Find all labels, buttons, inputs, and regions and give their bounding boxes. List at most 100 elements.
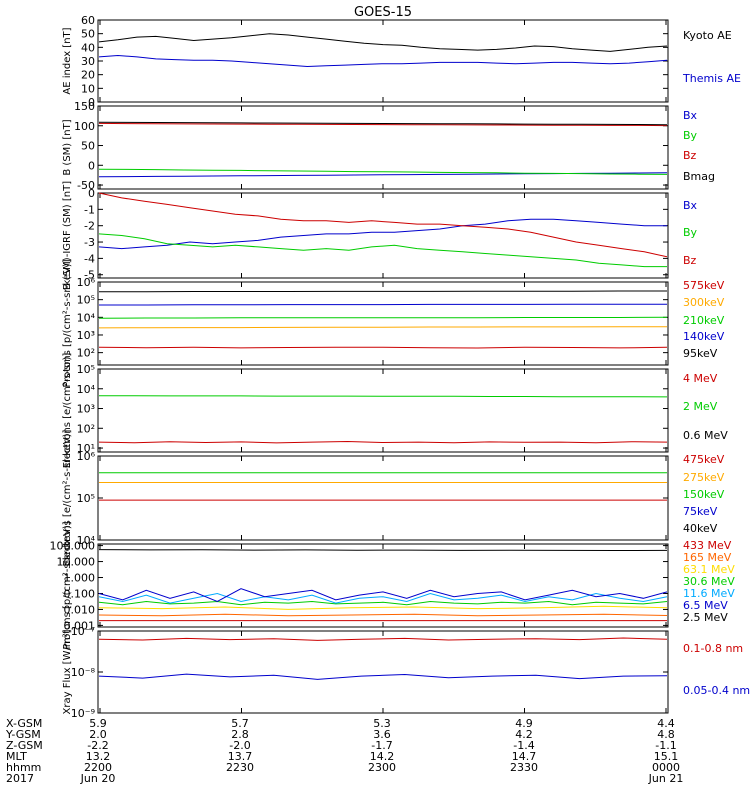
series-line-2-5-mev [98, 549, 668, 552]
y-tick-label: -3 [84, 236, 95, 249]
series-line-kyoto-ae [98, 33, 668, 52]
x-axis-value: 14.7 [512, 750, 537, 763]
series-line-11-6-mev [98, 592, 668, 604]
x-axis-value: 4.2 [515, 728, 533, 741]
y-tick-label: 20 [81, 69, 95, 82]
y-tick-label: 10⁴ [77, 383, 96, 396]
y-tick-label: -2 [84, 220, 95, 233]
y-tick-label: 10 [81, 82, 95, 95]
y-tick-label: 10² [77, 347, 95, 360]
series-line-210kev [98, 316, 668, 319]
x-axis-value: 15.1 [654, 750, 679, 763]
panel-5: 10⁵ 10⁴ 10³ 10² 10¹ Electrons [e/(cm²-s-sr)] 4… [62, 353, 728, 469]
legend-label: 75keV [683, 505, 718, 518]
y-tick-label: -1 [84, 203, 95, 216]
x-axis-value: 5.9 [89, 717, 107, 730]
y-tick-label: 100.000 [50, 540, 96, 553]
x-axis-row-label: X-GSM [6, 717, 42, 730]
x-axis-value: 4.9 [515, 717, 533, 730]
x-axis-value: 14.2 [370, 750, 395, 763]
legend-label: 275keV [683, 471, 725, 484]
panel-3: 0 -1 -2 -3 -4 -5 B (SM)-IGRF (SM) [nT] Bx By Bz [62, 181, 698, 290]
legend-label: 433 MeV [683, 539, 732, 552]
y-tick-label: 50 [81, 140, 95, 153]
x-axis-row-label: Z-GSM [6, 739, 43, 752]
legend-label: 140keV [683, 330, 725, 343]
x-axis-value: 4.4 [657, 717, 675, 730]
legend-label: 300keV [683, 296, 725, 309]
y-tick-label: 10² [77, 422, 95, 435]
panel-4: 10⁶ 10⁵ 10⁴ 10³ 10² Protons [p/(cm²-s-sr-keV)… [62, 259, 725, 387]
x-axis-value: 2200 [84, 761, 112, 774]
legend-label: Kyoto AE [683, 29, 732, 42]
y-tick-label: 10⁶ [77, 450, 96, 463]
legend-label: 4 MeV [683, 372, 718, 385]
y-tick-label: -4 [84, 252, 95, 265]
figure-title: GOES-15 [354, 5, 412, 20]
x-axis-value: 0000 [652, 761, 680, 774]
y-tick-label: 10.000 [57, 556, 96, 569]
y-tick-label: 10⁵ [77, 294, 95, 307]
panel-2: 150 100 50 0 -50 B (SM) [nT] Bx By Bz Bmag [62, 100, 715, 192]
x-axis-value: 2300 [368, 761, 396, 774]
legend-label: 2.5 MeV [683, 611, 728, 624]
y-axis-label: B (SM)-IGRF (SM) [nT] [62, 181, 73, 290]
x-axis-value: 13.7 [228, 750, 253, 763]
y-tick-label: 10³ [77, 329, 95, 342]
y-tick-label: 0.010 [64, 603, 96, 616]
y-tick-label: -5 [84, 269, 95, 282]
legend-label: By [683, 226, 698, 239]
y-tick-label: 50 [81, 28, 95, 41]
series-line-165-mev [98, 613, 668, 617]
x-axis-value: -2.0 [229, 739, 250, 752]
legend-label: Bz [683, 149, 697, 162]
y-axis-label: Protons [p/(cm²-s-sr-keV)] [62, 259, 73, 387]
series-line-bx [98, 218, 667, 250]
legend-label: 11.6 MeV [683, 587, 735, 600]
y-axis-label: Protons [p/(cm²-s-sr-keV)] [62, 521, 73, 649]
x-axis-value: 5.7 [231, 717, 249, 730]
x-axis-value: -1.7 [371, 739, 392, 752]
x-axis-row-label: MLT [6, 750, 27, 763]
x-axis-value: Jun 20 [80, 772, 116, 785]
legend-label: 95keV [683, 347, 718, 360]
x-axis-value: 2330 [510, 761, 538, 774]
legend-label: Bx [683, 199, 698, 212]
series-line-575kev [98, 346, 668, 349]
y-tick-label: 10⁵ [77, 363, 95, 376]
y-tick-label: -50 [77, 179, 95, 192]
y-tick-label: 10⁴ [77, 534, 96, 547]
x-axis-value: -1.1 [655, 739, 676, 752]
panel-frame [97, 368, 669, 453]
series-line-bz [98, 192, 668, 258]
y-axis-label: Electrons [e/(cm²-s-sr-keV)] [62, 429, 73, 566]
x-axis-value: -1.4 [513, 739, 534, 752]
x-axis-row-label: Y-GSM [5, 728, 41, 741]
panel-frame [97, 192, 669, 279]
y-axis-label: AE index [nT] [62, 27, 73, 94]
legend-label: 30.6 MeV [683, 575, 735, 588]
panel-frame [97, 281, 669, 366]
x-axis-value: 13.2 [86, 750, 111, 763]
legend-label: 2 MeV [683, 400, 718, 413]
legend-label: Bz [683, 254, 697, 267]
x-axis-value: 5.3 [373, 717, 391, 730]
legend-label: 165 MeV [683, 551, 732, 564]
y-tick-label: 10⁴ [77, 311, 96, 324]
y-tick-label: 0 [88, 96, 95, 109]
panel-7: 100.000 10.000 1.000 0.100 0.010 0.001Protons… [50, 521, 736, 649]
legend-label: 575keV [683, 279, 725, 292]
x-axis-value: 3.6 [373, 728, 391, 741]
y-axis-label: B (SM) [nT] [62, 119, 73, 175]
x-axis-value: Jun 21 [648, 772, 684, 785]
y-tick-label: 0.001 [64, 619, 96, 632]
series-line-by [98, 168, 668, 175]
y-tick-label: 10³ [77, 403, 95, 416]
legend-label: 0.05-0.4 nm [683, 684, 750, 697]
x-axis-row-label: 2017 [6, 772, 34, 785]
legend-label: 210keV [683, 314, 725, 327]
y-tick-label: 30 [81, 55, 95, 68]
series-line-0-1-0-8-nm [98, 637, 668, 641]
